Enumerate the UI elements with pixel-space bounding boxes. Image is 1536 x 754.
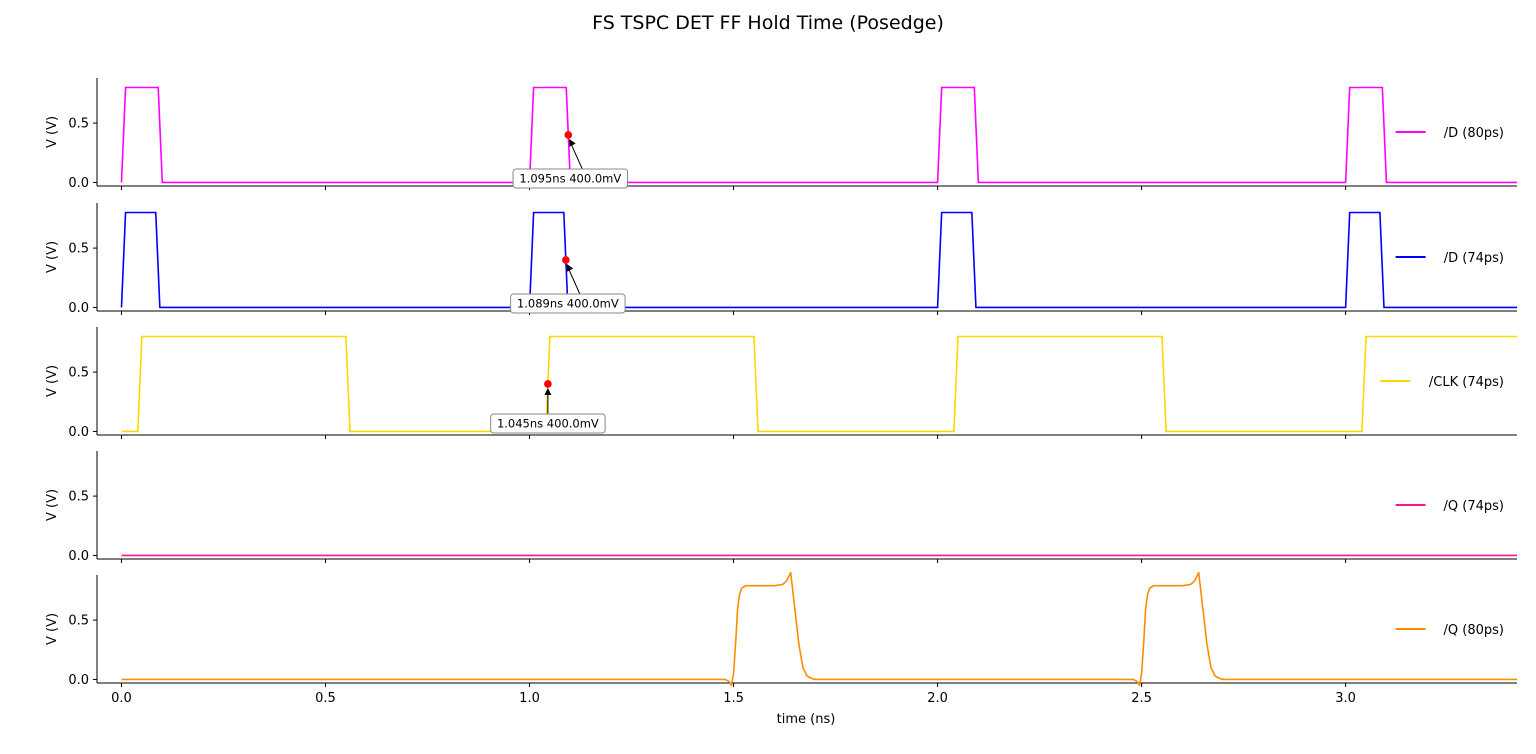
legend-label: /D (80ps) xyxy=(1444,126,1504,141)
annotation-label: 1.045ns 400.0mV xyxy=(497,417,599,431)
legend-label: /Q (74ps) xyxy=(1444,499,1504,514)
panel-0: 0.0 0.5 V (V) /D (80ps) 1.095ns 400.0mV xyxy=(45,78,1517,191)
y-axis-label: V (V) xyxy=(45,365,60,397)
legend-label: /Q (80ps) xyxy=(1444,623,1504,638)
annotation-label: 1.095ns 400.0mV xyxy=(519,172,621,186)
annotation-label: 1.089ns 400.0mV xyxy=(517,297,619,311)
y-axis-label: V (V) xyxy=(45,489,60,521)
series-line-4 xyxy=(121,573,1517,686)
panel-1: 0.0 0.5 V (V) /D (74ps) 1.089ns 400.0mV xyxy=(45,203,1517,316)
chart-title: FS TSPC DET FF Hold Time (Posedge) xyxy=(592,12,944,34)
x-tick-label: 1.0 xyxy=(519,691,540,706)
y-tick-label: 0.5 xyxy=(68,117,89,132)
annotation-arrowhead xyxy=(544,388,551,395)
x-tick-label: 2.0 xyxy=(927,691,948,706)
panel-3: 0.0 0.5 V (V) /Q (74ps) xyxy=(45,451,1517,564)
y-tick-label: 0.5 xyxy=(68,366,89,381)
y-axis-label: V (V) xyxy=(45,241,60,273)
panels: 0.00.5V (V)/D (80ps)1.095ns 400.0mV0.00.… xyxy=(45,78,1517,706)
y-tick-label: 0.0 xyxy=(68,549,89,564)
y-tick-label: 0.5 xyxy=(68,614,89,629)
y-tick-label: 0.5 xyxy=(68,490,89,505)
x-axis-label: time (ns) xyxy=(777,712,836,727)
annotation-arrowhead xyxy=(566,137,575,146)
series-line-2 xyxy=(121,336,1517,431)
legend-label: /D (74ps) xyxy=(1444,251,1504,266)
series-line-1 xyxy=(121,212,1517,307)
panel-2: 0.0 0.5 V (V) /CLK (74ps) 1.045ns 400.0mV xyxy=(45,327,1517,440)
x-tick-label: 1.5 xyxy=(723,691,744,706)
x-tick-label: 3.0 xyxy=(1335,691,1356,706)
y-tick-label: 0.0 xyxy=(68,301,89,316)
annotation-point xyxy=(544,380,552,388)
x-tick-label: 0.5 xyxy=(315,691,336,706)
annotation-arrowhead xyxy=(564,262,573,271)
y-tick-label: 0.5 xyxy=(68,242,89,257)
y-axis-label: V (V) xyxy=(45,116,60,148)
annotation-point xyxy=(564,131,572,139)
y-tick-label: 0.0 xyxy=(68,176,89,191)
x-tick-label: 2.5 xyxy=(1131,691,1152,706)
panel-4: 0.0 0.5 V (V) 0.0 0.5 1.0 1.5 2.0 2.5 3.0/Q (80ps… xyxy=(45,573,1517,706)
x-tick-label: 0.0 xyxy=(111,691,132,706)
y-tick-label: 0.0 xyxy=(68,425,89,440)
annotation-point xyxy=(562,256,570,264)
series-line-0 xyxy=(121,87,1517,182)
legend-label: /CLK (74ps) xyxy=(1429,375,1504,390)
y-axis-label: V (V) xyxy=(45,613,60,645)
y-tick-label: 0.0 xyxy=(68,673,89,688)
